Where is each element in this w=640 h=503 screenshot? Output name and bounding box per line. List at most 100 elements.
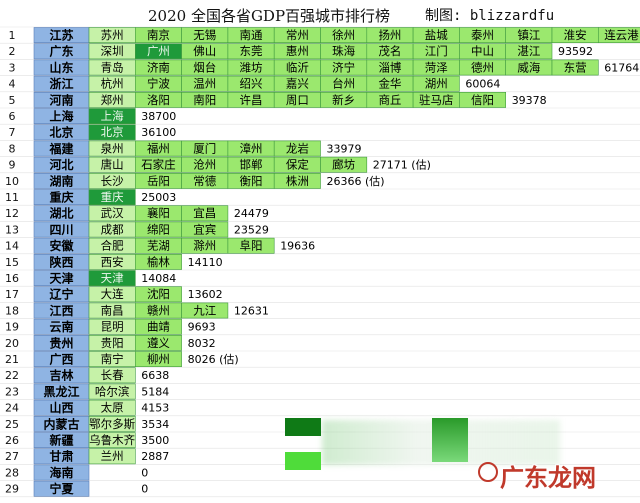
rank-label: 16 — [5, 272, 19, 285]
city-label: 镇江 — [517, 28, 540, 42]
rank-label: 25 — [5, 418, 19, 431]
province-label: 北京 — [49, 125, 73, 140]
table-row: 5 河南 郑州 洛阳 南阳 许昌 周口 新乡 商丘 驻马店 信阳 39378 — [9, 92, 547, 108]
city-cell — [181, 302, 229, 319]
gdp-value-label: 26366 (估) — [327, 175, 385, 188]
province-label: 广西 — [49, 352, 73, 367]
city-label: 九江 — [193, 303, 216, 317]
province-label: 陕西 — [49, 254, 73, 269]
rank-label: 1 — [9, 29, 16, 42]
table-row: 13 四川 成都 绵阳 宜宾 23529 — [5, 221, 269, 238]
city-cell — [135, 334, 182, 351]
rank-label: 18 — [5, 304, 19, 317]
city-label: 遵义 — [147, 336, 170, 350]
table-row: 24 山西 太原 4153 — [5, 399, 169, 416]
city-label: 岳阳 — [147, 174, 170, 188]
city-label: 惠州 — [286, 44, 309, 58]
city-cell — [88, 367, 136, 384]
city-label: 茂名 — [378, 44, 401, 58]
city-label: 绍兴 — [240, 77, 263, 91]
city-label: 榆林 — [147, 255, 170, 269]
dark-green-swatch — [285, 418, 321, 436]
city-label: 信阳 — [471, 93, 494, 107]
gdp-value-label: 13602 — [188, 288, 223, 301]
city-label: 沈阳 — [147, 287, 170, 301]
gdp-value-label: 5184 — [141, 385, 169, 398]
table-row: 14 安徽 合肥 芜湖 滁州 阜阳 19636 — [5, 237, 315, 254]
gdp-value-label: 39378 — [512, 94, 547, 107]
city-label: 苏州 — [101, 28, 124, 42]
gdp-value-label: 2887 — [141, 450, 169, 463]
city-label: 襄阳 — [147, 206, 170, 220]
province-label: 新疆 — [49, 433, 73, 448]
city-label: 保定 — [286, 158, 309, 172]
city-cell — [181, 205, 229, 222]
rank-label: 2 — [9, 45, 16, 58]
province-cell — [33, 464, 90, 481]
city-cell — [135, 318, 182, 335]
table-row: 29 宁夏 0 — [5, 480, 148, 497]
watermark-text: 广东龙网 — [500, 463, 596, 492]
city-label: 杭州 — [101, 77, 124, 91]
province-label: 辽宁 — [49, 287, 73, 302]
city-label: 东莞 — [240, 44, 263, 58]
city-cell — [135, 351, 182, 367]
title-bar: 2020 全国各省GDP百强城市排行榜 制图: blizzardfu — [0, 0, 640, 28]
city-cell — [597, 27, 640, 43]
province-label: 黑龙江 — [43, 384, 79, 399]
gdp-value-label: 0 — [141, 466, 148, 479]
city-label: 商丘 — [378, 93, 401, 107]
city-label: 珠海 — [332, 44, 355, 58]
city-label: 唐山 — [101, 158, 124, 172]
table-row: 4 浙江 杭州 宁波 温州 绍兴 嘉兴 台州 金华 湖州 60064 — [9, 75, 500, 92]
table-row: 9 河北 唐山 石家庄 沧州 邯郸 保定 廊坊 27171 (估) — [9, 156, 431, 173]
city-label: 驻马店 — [419, 93, 454, 107]
city-label: 湖州 — [425, 77, 448, 91]
city-cell — [320, 156, 368, 173]
city-cell — [551, 59, 599, 76]
city-label: 廊坊 — [332, 158, 355, 172]
province-label: 宁夏 — [49, 481, 74, 496]
city-cell — [412, 75, 460, 92]
city-cell — [88, 270, 136, 286]
gdp-value-label: 14084 — [141, 272, 176, 285]
rank-label: 12 — [5, 207, 19, 220]
city-label: 连云港 — [604, 28, 639, 42]
city-label: 南京 — [147, 28, 170, 42]
city-cell — [135, 286, 182, 303]
province-label: 湖北 — [49, 206, 73, 221]
rank-label: 27 — [5, 450, 19, 463]
city-label: 台州 — [332, 77, 355, 91]
city-label: 福州 — [147, 141, 170, 155]
city-label: 徐州 — [332, 28, 355, 42]
city-label: 兰州 — [101, 449, 124, 463]
gdp-value-label: 19636 — [280, 240, 315, 253]
gdp-value-label: 61764 — [604, 61, 639, 74]
city-label: 济宁 — [332, 60, 355, 74]
table-row: 2 广东 深圳 广州 佛山 东莞 惠州 珠海 茂名 江门 中山 湛江 93592 — [9, 43, 593, 60]
city-label: 深圳 — [101, 44, 124, 58]
city-label: 柳州 — [147, 352, 170, 366]
rank-label: 13 — [5, 223, 19, 236]
province-label: 云南 — [49, 319, 73, 334]
city-label: 芜湖 — [147, 239, 170, 253]
gdp-value-label: 33979 — [327, 142, 362, 155]
table-row: 7 北京 北京 36100 — [9, 124, 176, 141]
rank-label: 19 — [5, 321, 19, 334]
author-credit: 制图: blizzardfu — [425, 8, 555, 24]
table-row: 10 湖南 长沙 岳阳 常德 衡阳 株洲 26366 (估) — [5, 173, 385, 189]
city-label: 邯郸 — [240, 158, 263, 172]
rank-label: 23 — [5, 385, 19, 398]
gdp-value-label: 24479 — [234, 207, 269, 220]
table-row: 6 上海 上海 38700 — [9, 108, 176, 124]
province-label: 安徽 — [49, 238, 74, 253]
gdp-value-label: 6638 — [141, 369, 169, 382]
table-row: 15 陕西 西安 榆林 14110 — [5, 254, 223, 270]
city-label: 潍坊 — [240, 60, 263, 74]
rank-label: 21 — [5, 353, 19, 366]
province-label: 山东 — [49, 60, 73, 75]
city-cell — [459, 92, 506, 108]
city-label: 新乡 — [332, 93, 355, 107]
rank-label: 3 — [9, 61, 16, 74]
gdp-value-label: 36100 — [141, 126, 176, 139]
